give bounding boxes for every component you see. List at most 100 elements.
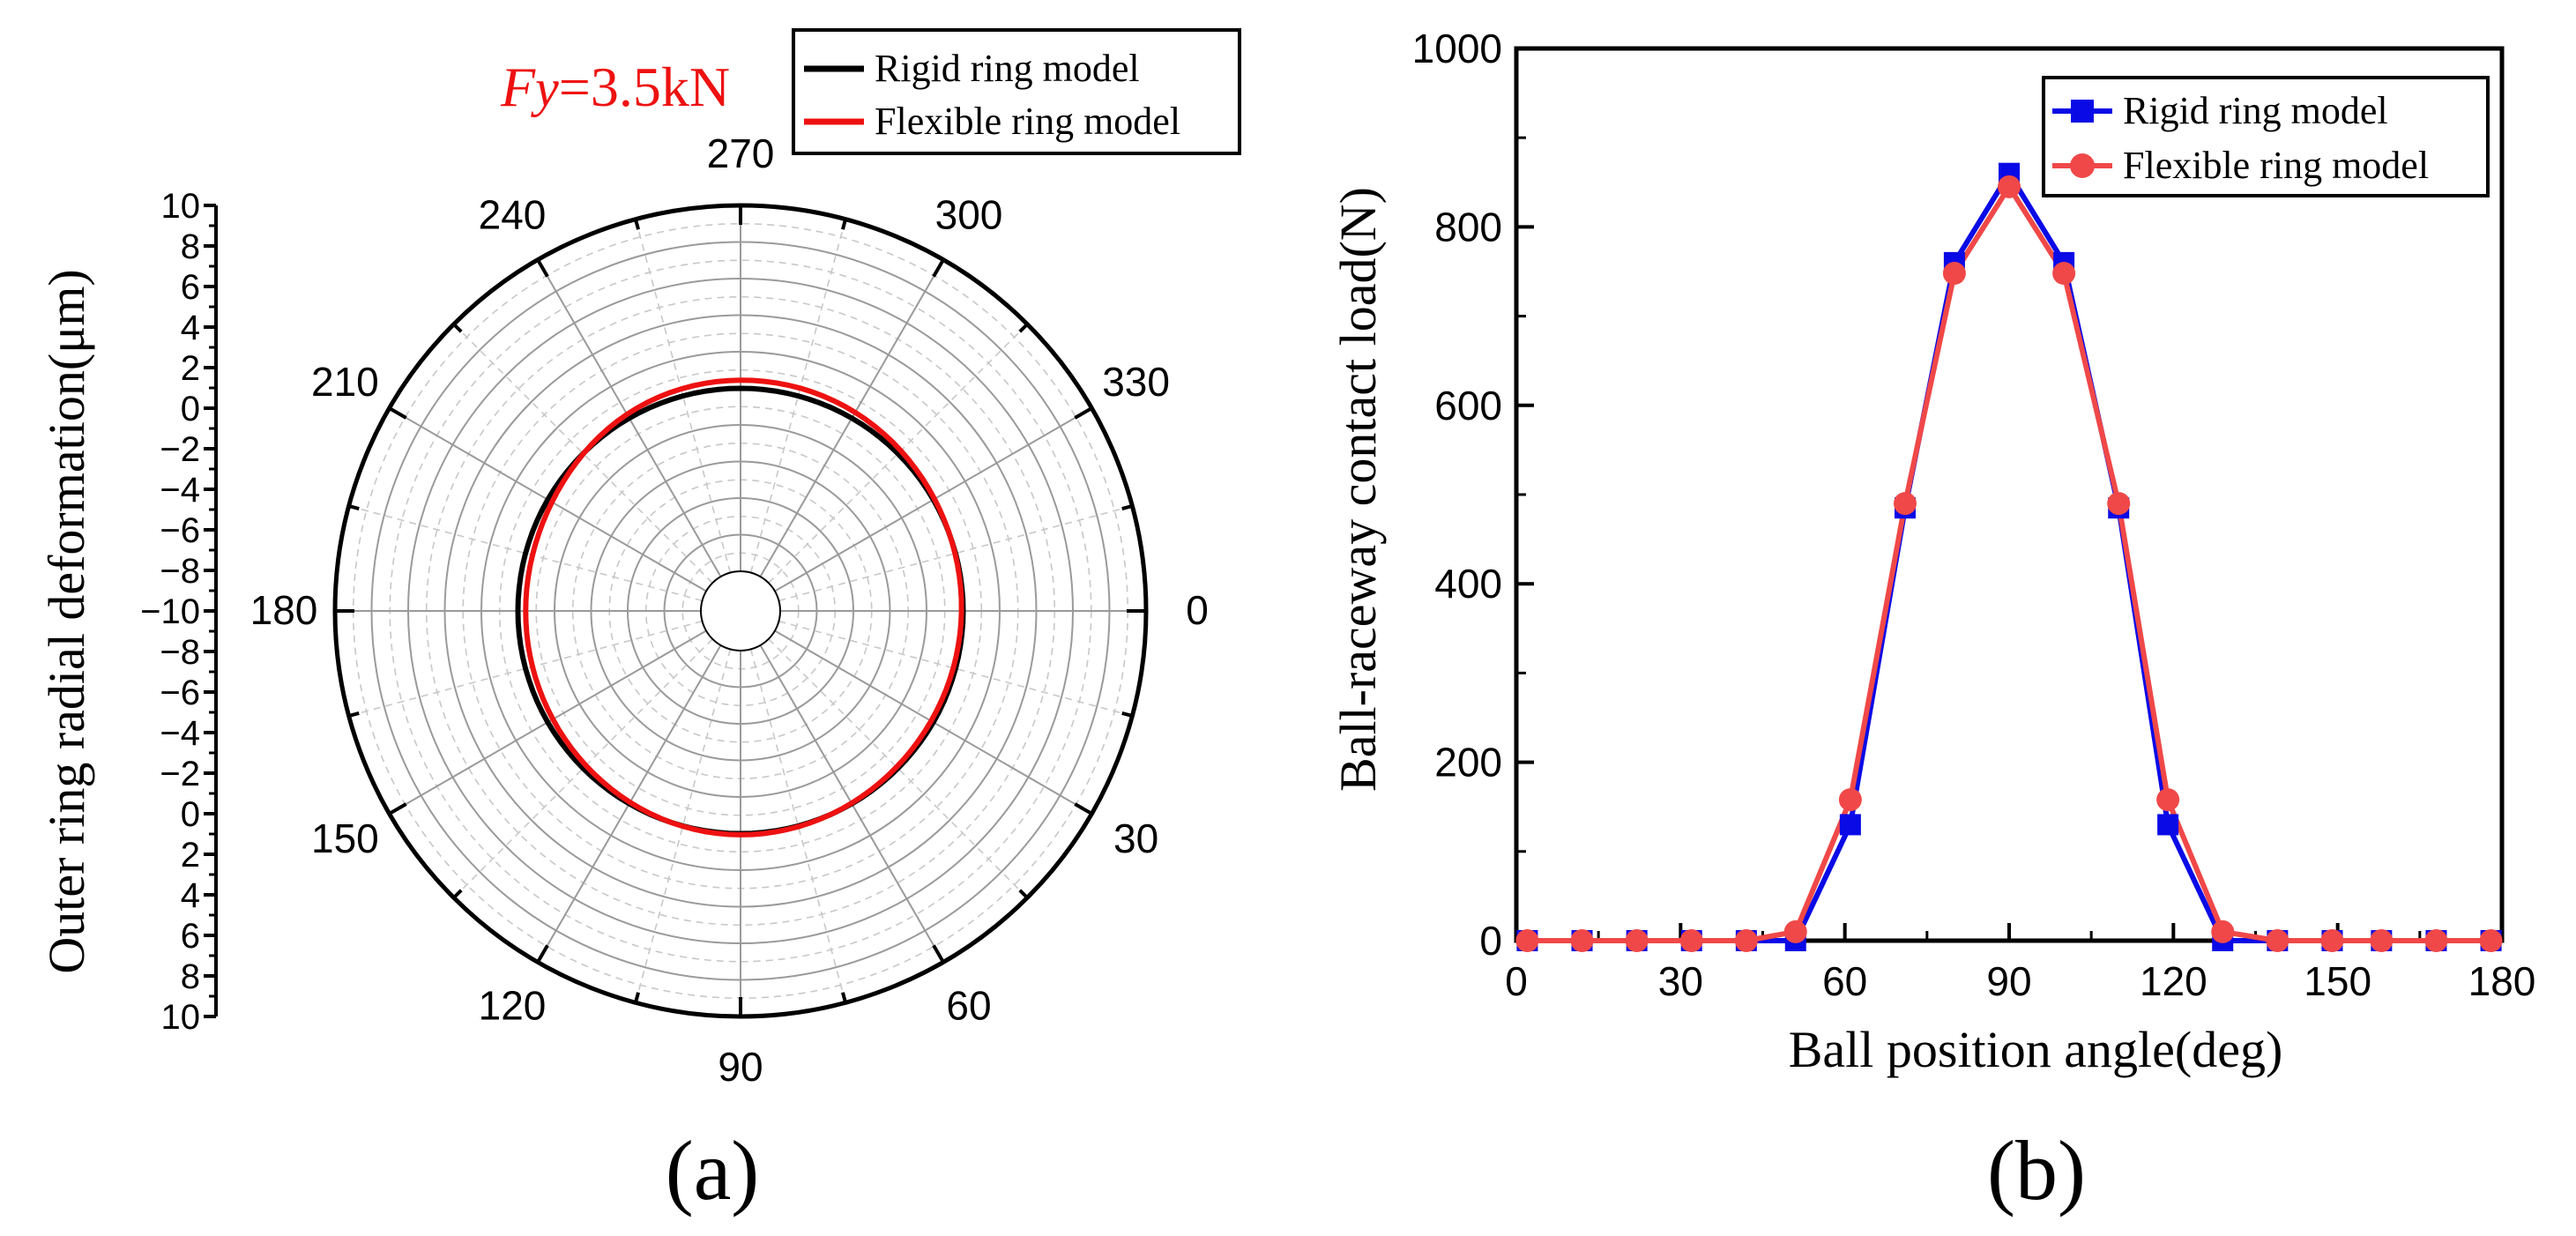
series-line — [1527, 183, 2491, 943]
radial-axis-tick-label: 6 — [181, 917, 200, 956]
polar-boundary-tick — [388, 802, 407, 815]
legend-b: Rigid ring model Flexible ring model — [2042, 76, 2490, 197]
data-point-square — [2157, 814, 2179, 836]
radial-axis-tick-label: 2 — [181, 836, 200, 875]
panel-a-label: (a) — [666, 1123, 760, 1217]
x-tick-label: 30 — [1658, 958, 1703, 1004]
y-tick-label: 400 — [1434, 561, 1502, 607]
polar-angle-label: 270 — [707, 130, 775, 176]
data-point-circle — [1734, 929, 1758, 952]
y-axis-label: Ball-raceway contact load(N) — [1329, 187, 1387, 792]
data-point-circle — [1783, 920, 1807, 943]
radial-axis-tick-label: 8 — [181, 957, 200, 996]
data-point-circle — [2320, 929, 2344, 952]
force-annotation-subscript: y — [530, 59, 559, 117]
radial-axis-label: Outer ring radial deformation(μm) — [38, 269, 95, 973]
legend-a-frame — [792, 28, 1241, 155]
polar-boundary-tick — [388, 406, 407, 420]
polar-boundary-tick — [452, 889, 463, 899]
radial-axis-tick-label: −6 — [160, 511, 200, 550]
radial-axis-tick-label: −8 — [160, 633, 200, 672]
polar-boundary-tick — [841, 992, 847, 1003]
y-tick-label: 1000 — [1412, 26, 1502, 71]
polar-angle-label: 180 — [250, 587, 318, 633]
legend-b-rigid-label: Rigid ring model — [2123, 89, 2388, 132]
radial-axis-tick-label: −2 — [160, 430, 200, 469]
radial-axis-tick-label: 0 — [181, 795, 200, 834]
polar-angle-label: 120 — [479, 983, 547, 1029]
series-line — [1527, 170, 2491, 943]
panel-b-label: (b) — [1987, 1123, 2086, 1217]
polar-boundary-tick — [348, 504, 360, 510]
y-tick-label: 800 — [1434, 204, 1502, 249]
polar-boundary-tick — [932, 944, 945, 964]
polar-angle-label: 300 — [935, 191, 1003, 237]
x-tick-labels: 0 30 60 90 120 150 180 — [1505, 958, 2535, 1004]
x-axis-label: Ball position angle(deg) — [1789, 1021, 2283, 1078]
radial-axis-tick-label: −6 — [160, 674, 200, 712]
legend-b-frame — [2042, 76, 2490, 197]
radial-axis-tick-label: −8 — [160, 552, 200, 591]
data-point-square — [1839, 814, 1861, 836]
polar-boundary-tick — [932, 258, 945, 278]
x-tick-label: 60 — [1822, 958, 1867, 1004]
polar-boundary-tick — [536, 258, 549, 278]
radial-axis-tick-label: 0 — [181, 390, 200, 428]
polar-angle-label: 330 — [1102, 359, 1170, 405]
legend-b-rigid-marker — [2071, 100, 2094, 123]
polar-boundary-tick — [1121, 504, 1133, 510]
data-point-circle — [1625, 929, 1649, 952]
force-annotation-var: F — [500, 56, 536, 118]
x-tick-label: 0 — [1505, 958, 1528, 1004]
line-series — [1515, 162, 2503, 952]
data-point-circle — [1893, 492, 1917, 516]
x-tick-label: 150 — [2304, 958, 2371, 1004]
polar-boundary-tick — [1018, 323, 1029, 333]
radial-axis-tick-label: 4 — [181, 876, 200, 915]
polar-boundary-tick — [634, 219, 640, 230]
force-annotation: Fy=3.5kN — [500, 56, 730, 118]
data-point-circle — [2211, 920, 2235, 943]
polar-angle-label: 240 — [479, 191, 547, 237]
polar-angle-label: 60 — [946, 983, 991, 1029]
polar-series — [515, 377, 966, 838]
polar-boundary-tick — [1074, 802, 1093, 815]
data-point-circle — [2107, 492, 2131, 516]
force-annotation-value: =3.5kN — [559, 56, 730, 118]
data-point-circle — [1570, 929, 1594, 952]
x-tick-label: 90 — [1986, 958, 2031, 1004]
polar-boundary-tick — [1018, 889, 1029, 899]
polar-boundary-tick — [841, 219, 847, 230]
data-point-circle — [1679, 929, 1703, 952]
data-point-circle — [2370, 929, 2394, 952]
radial-axis-tick-label: 6 — [181, 268, 200, 307]
x-tick-label: 180 — [2468, 958, 2536, 1004]
x-tick-label: 120 — [2140, 958, 2207, 1004]
y-tick-label: 0 — [1479, 918, 1502, 964]
data-point-circle — [2052, 262, 2076, 286]
data-point-circle — [1515, 929, 1539, 952]
radial-axis-tick-label: 10 — [161, 187, 201, 226]
legend-b-flexible-marker — [2070, 153, 2095, 178]
legend-b-flexible-label: Flexible ring model — [2123, 144, 2429, 187]
legend-a-flexible-label: Flexible ring model — [875, 100, 1180, 143]
polar-series-line — [523, 377, 964, 838]
radial-axis-tick-label: −4 — [160, 471, 200, 510]
polar-angle-label: 30 — [1113, 815, 1158, 861]
data-point-circle — [1998, 175, 2021, 198]
polar-boundary-tick — [1074, 406, 1093, 420]
polar-angle-label: 210 — [311, 359, 379, 405]
radial-axis-tick-label: 8 — [181, 227, 200, 266]
data-point-circle — [2424, 929, 2448, 952]
data-point-circle — [2266, 929, 2289, 952]
polar-boundary-tick — [348, 711, 360, 718]
y-tick-label: 200 — [1434, 740, 1502, 786]
radial-axis-tick-label: −10 — [140, 592, 200, 631]
line-chart-panel: 0 30 60 90 120 150 180 0 200 400 600 800 1000 Ball … — [1329, 26, 2535, 1217]
polar-inner-boundary — [700, 570, 781, 652]
radial-axis-tick-label: 2 — [181, 349, 200, 388]
radial-axis-tick-label: 4 — [181, 309, 200, 347]
